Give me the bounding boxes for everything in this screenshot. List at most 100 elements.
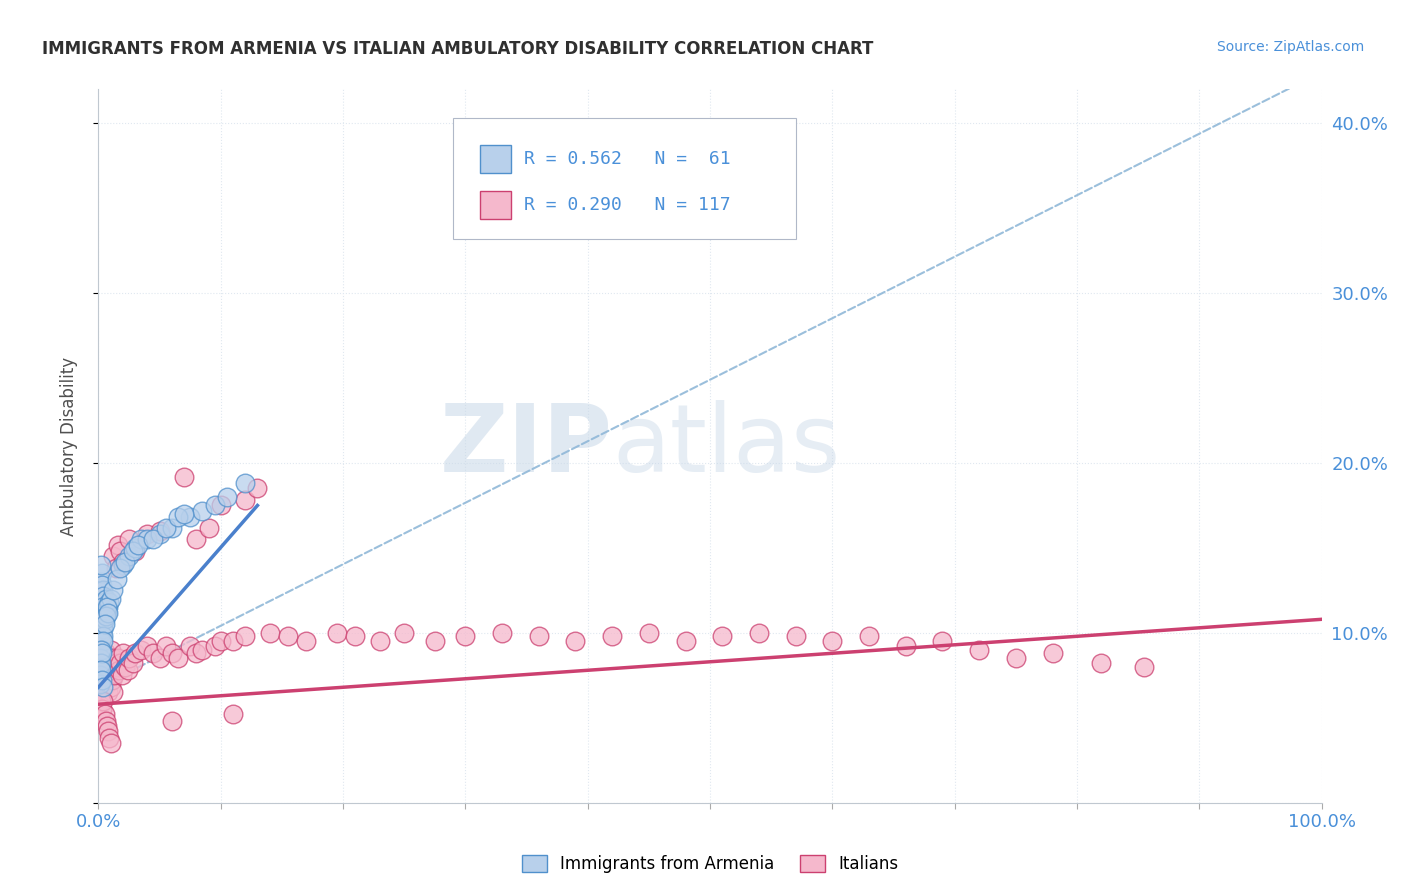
Point	[105, 660, 128, 674]
Point	[344, 629, 367, 643]
Point	[118, 549, 141, 564]
Point	[89, 673, 111, 688]
Point	[222, 707, 245, 722]
Point	[142, 533, 165, 547]
Point	[931, 634, 953, 648]
Point	[114, 660, 136, 674]
Point	[110, 561, 132, 575]
Point	[127, 537, 149, 551]
Point	[97, 663, 120, 677]
Point	[90, 574, 112, 589]
Point	[167, 651, 190, 665]
Point	[96, 677, 118, 691]
Point	[179, 510, 201, 524]
Point	[121, 544, 143, 558]
Point	[91, 646, 114, 660]
Point	[423, 634, 446, 648]
Point	[89, 680, 111, 694]
Point	[93, 663, 115, 677]
Point	[94, 646, 117, 660]
Point	[90, 634, 112, 648]
Point	[98, 668, 121, 682]
Point	[114, 555, 136, 569]
Point	[97, 600, 120, 615]
Point	[368, 634, 391, 648]
Point	[527, 629, 550, 643]
Point	[89, 660, 111, 674]
Point	[259, 626, 281, 640]
Point	[91, 657, 114, 671]
Point	[96, 606, 118, 620]
Point	[96, 600, 118, 615]
Point	[89, 677, 111, 691]
Point	[155, 640, 177, 654]
Point	[160, 520, 183, 534]
Point	[173, 469, 195, 483]
Point	[91, 680, 114, 694]
Point	[197, 520, 219, 534]
Point	[136, 533, 159, 547]
Point	[90, 643, 112, 657]
Point	[894, 640, 917, 654]
Point	[96, 651, 118, 665]
Point	[90, 660, 112, 674]
Point	[785, 629, 807, 643]
Point	[121, 657, 143, 671]
Point	[1090, 657, 1112, 671]
Point	[90, 626, 112, 640]
Point	[91, 589, 114, 603]
Point	[97, 657, 120, 671]
Point	[91, 651, 114, 665]
Point	[89, 612, 111, 626]
Y-axis label: Ambulatory Disability: Ambulatory Disability	[59, 357, 77, 535]
Point	[90, 657, 112, 671]
Point	[101, 673, 124, 688]
Point	[91, 673, 114, 688]
Point	[209, 499, 232, 513]
Point	[117, 663, 139, 677]
Point	[98, 651, 121, 665]
FancyBboxPatch shape	[453, 118, 796, 239]
Point	[93, 595, 115, 609]
Point	[233, 493, 256, 508]
Point	[1042, 646, 1064, 660]
Point	[858, 629, 880, 643]
Point	[111, 668, 134, 682]
Point	[564, 634, 586, 648]
Text: Source: ZipAtlas.com: Source: ZipAtlas.com	[1216, 40, 1364, 54]
Point	[179, 640, 201, 654]
Point	[97, 685, 120, 699]
Point	[101, 685, 124, 699]
Point	[160, 646, 183, 660]
Point	[89, 694, 111, 708]
Point	[94, 591, 117, 606]
Bar	[479, 191, 510, 219]
Point	[155, 520, 177, 534]
Point	[97, 724, 120, 739]
Point	[129, 643, 152, 657]
Point	[93, 673, 115, 688]
Point	[93, 707, 115, 722]
Point	[91, 702, 114, 716]
Point	[91, 612, 114, 626]
Point	[91, 668, 114, 682]
Point	[91, 578, 114, 592]
Point	[111, 558, 134, 572]
Point	[91, 583, 114, 598]
Text: IMMIGRANTS FROM ARMENIA VS ITALIAN AMBULATORY DISABILITY CORRELATION CHART: IMMIGRANTS FROM ARMENIA VS ITALIAN AMBUL…	[42, 40, 873, 58]
Point	[101, 657, 124, 671]
Point	[160, 714, 183, 729]
Point	[105, 572, 128, 586]
Point	[191, 643, 214, 657]
Point	[98, 595, 121, 609]
Legend: Immigrants from Armenia, Italians: Immigrants from Armenia, Italians	[516, 848, 904, 880]
Point	[89, 651, 111, 665]
Text: atlas: atlas	[612, 400, 841, 492]
Point	[94, 668, 117, 682]
Point	[748, 626, 770, 640]
Point	[104, 657, 127, 671]
Point	[94, 714, 117, 729]
Bar	[479, 145, 510, 173]
Point	[1004, 651, 1026, 665]
Point	[967, 643, 990, 657]
